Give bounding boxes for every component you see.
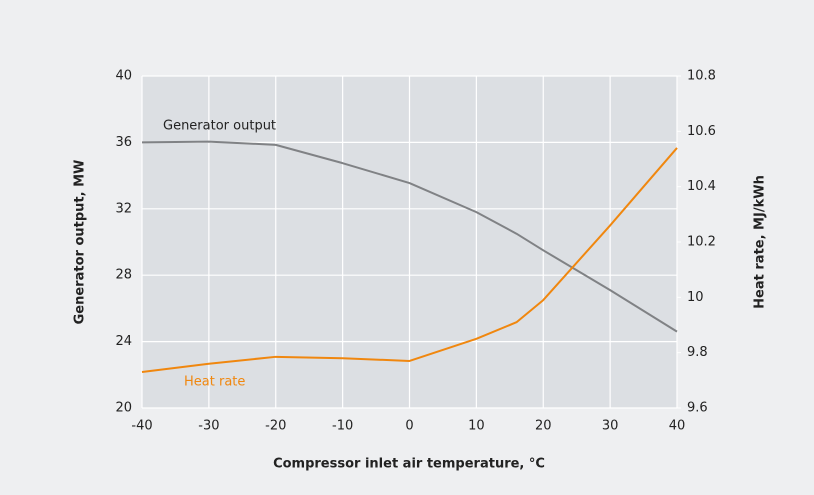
series-label: Generator output bbox=[163, 119, 276, 134]
y-tick-label: 20 bbox=[115, 401, 132, 416]
y-tick-label: 24 bbox=[115, 334, 132, 349]
x-tick-label: 20 bbox=[535, 419, 552, 434]
x-tick-label: -30 bbox=[198, 419, 219, 434]
series-label: Heat rate bbox=[184, 375, 245, 390]
y2-tick-label: 9.8 bbox=[687, 345, 708, 360]
x-tick-label: 40 bbox=[669, 419, 686, 434]
x-tick-label: 10 bbox=[468, 419, 485, 434]
x-tick-label: 0 bbox=[405, 419, 413, 434]
y2-axis-title: Heat rate, MJ/kWh bbox=[753, 175, 768, 309]
y-axis-title: Generator output, MW bbox=[73, 160, 88, 325]
y2-tick-label: 10 bbox=[687, 290, 704, 305]
y-tick-label: 36 bbox=[115, 135, 132, 150]
x-tick-label: -20 bbox=[265, 419, 286, 434]
y-tick-label: 40 bbox=[115, 69, 132, 84]
y2-tick-label: 9.6 bbox=[687, 401, 708, 416]
y2-tick-label: 10.2 bbox=[687, 235, 716, 250]
series-line bbox=[141, 140, 678, 333]
x-tick-label: 30 bbox=[602, 419, 619, 434]
y2-tick-label: 10.6 bbox=[687, 124, 716, 139]
y-tick-label: 28 bbox=[115, 268, 132, 283]
x-axis-title: Compressor inlet air temperature, °C bbox=[273, 457, 545, 472]
series-line bbox=[141, 147, 678, 374]
x-tick-label: -10 bbox=[332, 419, 353, 434]
x-tick-label: -40 bbox=[131, 419, 152, 434]
y2-tick-label: 10.8 bbox=[687, 69, 716, 84]
y-tick-label: 32 bbox=[115, 201, 132, 216]
y2-tick-label: 10.4 bbox=[687, 179, 716, 194]
